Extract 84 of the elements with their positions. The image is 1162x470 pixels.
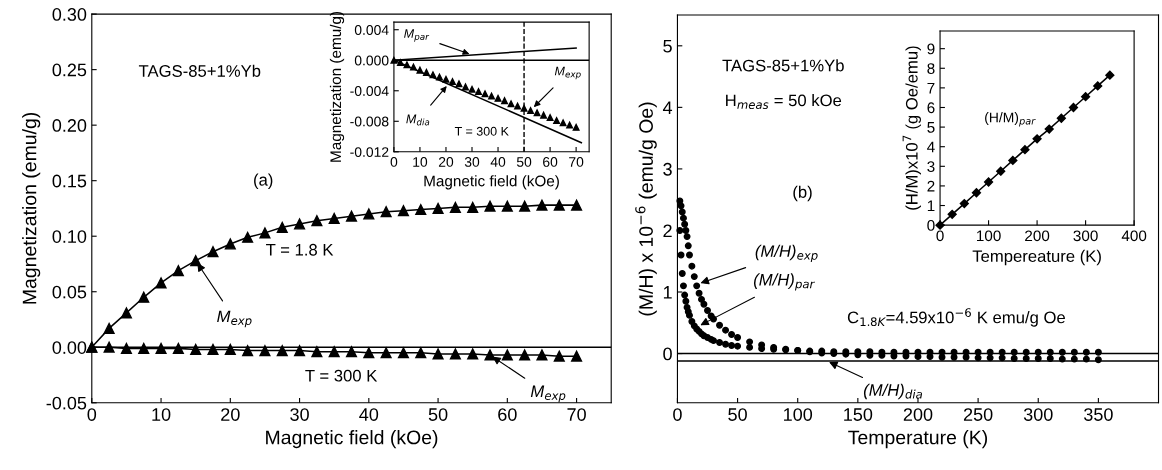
annotation: (H/M)$_{par}$ xyxy=(985,112,1036,127)
y-tick-label: 0.20 xyxy=(52,119,87,132)
y-tick-label: -0.012 xyxy=(350,147,389,157)
annotation: (M/H)$_{par}$ xyxy=(753,273,815,291)
y-tick-label: 4 xyxy=(662,101,673,114)
x-tick-label: 70 xyxy=(567,408,586,421)
annotation: T = 300 K xyxy=(454,126,509,136)
y-tick-label: 1 xyxy=(927,200,935,212)
x-tick-label: 60 xyxy=(543,157,558,167)
y-tick-label: 3 xyxy=(663,162,672,176)
y-tick-label: 0.05 xyxy=(52,285,87,299)
y-tick-label: 1 xyxy=(663,286,672,299)
annotation: M$_{exp}$ xyxy=(530,385,566,403)
y-tick-label: 8 xyxy=(927,63,935,74)
y-tick-label: -0.008 xyxy=(350,116,389,127)
x-tick-label: 0 xyxy=(390,157,398,167)
x-tick-label: 300 xyxy=(1023,408,1053,421)
annotation: M$_{exp}$ xyxy=(217,310,252,328)
annotation: C$_{1.8K}$=4.59x10$^{−6}$ K emu/g Oe xyxy=(847,308,1065,327)
y-tick-label: 0.000 xyxy=(354,55,389,66)
x-tick-label: 50 xyxy=(428,408,448,421)
y-tick-label: 6 xyxy=(927,102,935,114)
annotation: T = 300 K xyxy=(305,369,378,382)
x-tick-label: 0 xyxy=(87,408,97,421)
x-tick-label: 20 xyxy=(221,408,240,421)
x-tick-label: 60 xyxy=(498,408,517,421)
x-tick-label: 200 xyxy=(1025,230,1050,242)
x-tick-label: 20 xyxy=(438,157,454,167)
y-tick-label: 0 xyxy=(663,347,672,361)
x-tick-label: 40 xyxy=(490,157,506,167)
annotation: TAGS-85+1%Yb xyxy=(722,59,844,72)
x-axis-title: Magnetic field (kOe) xyxy=(424,175,559,190)
annotation: (M/H)$_{dia}$ xyxy=(863,383,922,400)
y-tick-label: 7 xyxy=(927,82,935,94)
x-tick-label: 100 xyxy=(976,230,1001,242)
x-tick-label: 30 xyxy=(290,408,309,421)
x-axis-title: Tempereature (K) xyxy=(972,249,1101,266)
x-tick-label: 0 xyxy=(673,408,682,421)
annotation: M$_{par}$ xyxy=(404,29,430,42)
y-tick-label: 0.30 xyxy=(52,8,87,21)
x-tick-label: 50 xyxy=(728,408,747,421)
annotation: (b) xyxy=(793,185,812,202)
annotation: T = 1.8 K xyxy=(266,243,334,256)
annotation: M$_{exp}$ xyxy=(554,66,581,80)
x-tick-label: 150 xyxy=(844,408,873,421)
x-tick-label: 400 xyxy=(1121,230,1147,242)
x-tick-label: 40 xyxy=(359,408,379,421)
x-tick-label: 250 xyxy=(963,408,993,421)
x-tick-label: 30 xyxy=(464,157,480,167)
x-tick-label: 0 xyxy=(936,230,944,242)
y-tick-label: 5 xyxy=(927,122,935,133)
x-tick-label: 10 xyxy=(413,157,428,167)
annotation: H$_{meas}$ = 50 kOe xyxy=(726,94,842,110)
y-axis-title: Magnetization (emu/g) xyxy=(329,11,345,162)
x-tick-label: 50 xyxy=(516,157,532,167)
y-tick-label: -0.05 xyxy=(46,396,87,410)
y-tick-label: 9 xyxy=(927,43,935,55)
annotation: TAGS-85+1%Yb xyxy=(138,64,261,77)
x-tick-label: 100 xyxy=(784,408,813,421)
y-tick-label: 4 xyxy=(927,141,935,153)
y-axis-title: (M/H) x 10$^{−6}$ (emu/g Oe) xyxy=(635,102,657,316)
x-tick-label: 200 xyxy=(903,408,933,421)
y-tick-label: 0.25 xyxy=(52,63,87,77)
y-axis-title: (H/M)x10$^{7}$ (g Oe/emu) xyxy=(902,46,921,210)
y-tick-label: 0.15 xyxy=(52,174,87,188)
y-tick-label: 0.00 xyxy=(52,341,87,354)
y-tick-label: -0.004 xyxy=(350,86,389,96)
y-tick-label: 3 xyxy=(927,161,935,172)
y-tick-label: 2 xyxy=(663,224,672,237)
annotation: M$_{dia}$ xyxy=(406,114,430,126)
y-axis-title: Magnetization (emu/g) xyxy=(22,112,41,304)
annotation: (M/H)$_{exp}$ xyxy=(755,244,818,263)
x-tick-label: 300 xyxy=(1073,230,1098,242)
x-tick-label: 70 xyxy=(569,157,584,167)
x-tick-label: 10 xyxy=(152,408,171,421)
y-tick-label: 0 xyxy=(927,220,935,231)
annotation: (a) xyxy=(254,173,273,189)
x-tick-label: 350 xyxy=(1084,408,1113,421)
y-tick-label: 5 xyxy=(663,39,672,53)
y-tick-label: 0.004 xyxy=(354,25,389,35)
y-tick-label: 2 xyxy=(927,180,935,192)
x-axis-title: Temperature (K) xyxy=(848,430,988,449)
x-axis-title: Magnetic field (kOe) xyxy=(266,430,438,449)
y-tick-label: 0.10 xyxy=(52,230,87,243)
